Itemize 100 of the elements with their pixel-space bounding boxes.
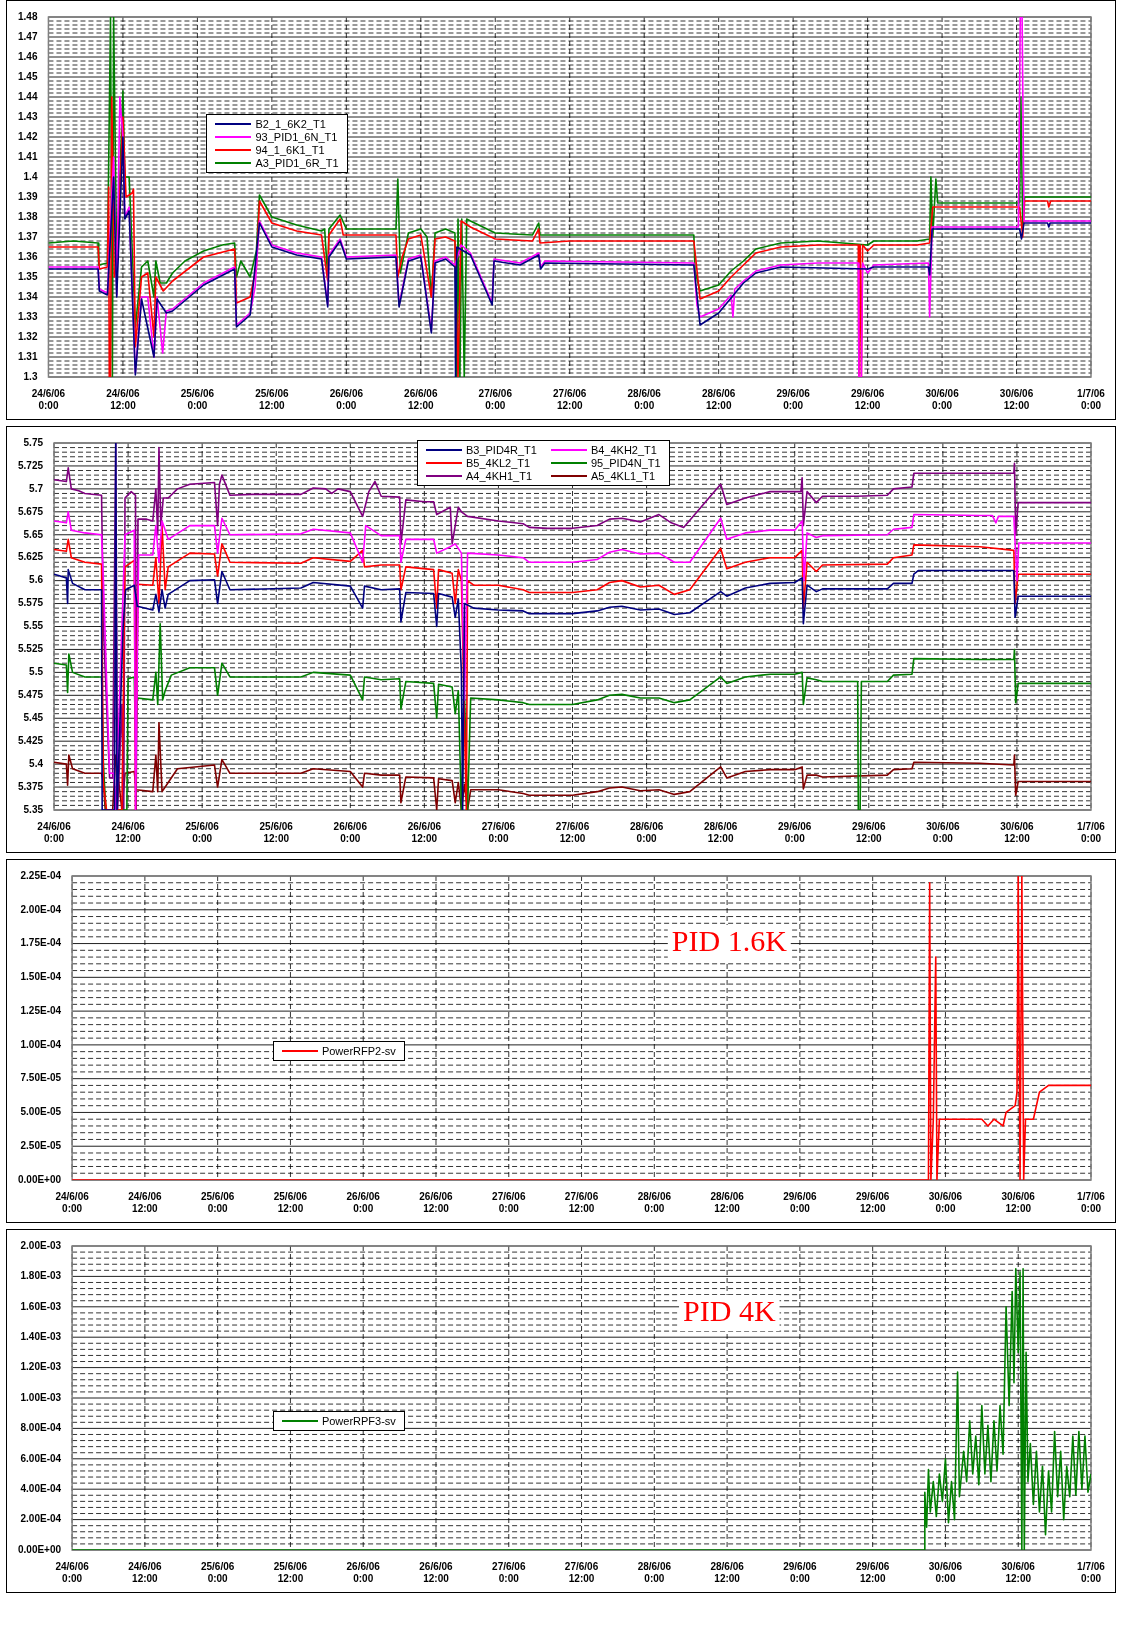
x-tick-label: 29/6/06 12:00 xyxy=(850,387,885,411)
y-tick-label: 1.44 xyxy=(17,90,38,102)
legend-label: A5_4KL1_T1 xyxy=(590,469,656,482)
y-tick-label: 1.25E-04 xyxy=(20,1004,62,1016)
x-tick-label: 27/6/06 0:00 xyxy=(492,1190,526,1214)
x-tick-label: 29/6/06 0:00 xyxy=(783,1190,817,1214)
y-tick-label: 1.3 xyxy=(23,370,38,382)
x-tick-label: 30/6/06 0:00 xyxy=(928,1190,963,1214)
y-tick-label: 5.7 xyxy=(29,482,44,494)
y-tick-label: 4.00E-04 xyxy=(20,1482,62,1494)
y-tick-label: 5.75 xyxy=(23,436,44,448)
x-tick-label: 1/7/06 0:00 xyxy=(1077,820,1106,844)
y-tick-label: 1.36 xyxy=(17,250,38,262)
x-tick-label: 25/6/06 0:00 xyxy=(200,1190,235,1214)
legend-label: B4_4KH2_T1 xyxy=(590,443,657,456)
x-tick-label: 25/6/06 0:00 xyxy=(185,820,220,844)
y-tick-label: 1.45 xyxy=(17,70,38,82)
x-tick-label: 26/6/06 12:00 xyxy=(407,820,442,844)
y-tick-label: 1.34 xyxy=(17,290,38,302)
y-tick-label: 5.55 xyxy=(23,620,44,632)
x-tick-label: 30/6/06 12:00 xyxy=(1000,820,1035,844)
y-tick-label: 5.35 xyxy=(23,803,44,815)
y-tick-label: 1.48 xyxy=(17,10,38,22)
y-tick-label: 1.47 xyxy=(17,30,38,42)
x-tick-label: 27/6/06 0:00 xyxy=(481,820,516,844)
y-tick-label: 1.43 xyxy=(17,110,38,122)
y-tick-label: 0.00E+00 xyxy=(17,1543,62,1555)
x-tick-label: 29/6/06 0:00 xyxy=(778,820,812,844)
y-tick-label: 5.475 xyxy=(17,689,44,701)
y-tick-label: 1.40E-03 xyxy=(20,1330,62,1342)
x-tick-label: 28/6/06 12:00 xyxy=(701,387,736,411)
legend-label: PowerRPF3-sv xyxy=(321,1415,396,1427)
x-tick-label: 27/6/06 0:00 xyxy=(478,387,513,411)
y-tick-label: 1.00E-03 xyxy=(20,1391,62,1403)
x-tick-label: 28/6/06 0:00 xyxy=(637,1190,672,1214)
x-tick-label: 26/6/06 0:00 xyxy=(329,387,364,411)
x-tick-label: 24/6/06 12:00 xyxy=(106,387,141,411)
legend-label: A3_PID1_6R_T1 xyxy=(255,156,339,169)
x-tick-label: 24/6/06 12:00 xyxy=(128,1560,162,1584)
x-tick-label: 24/6/06 0:00 xyxy=(55,1190,90,1214)
x-tick-label: 27/6/06 12:00 xyxy=(564,1190,599,1214)
x-tick-label: 24/6/06 0:00 xyxy=(55,1560,90,1584)
y-tick-label: 1.38 xyxy=(17,210,38,222)
legend-label: 93_PID1_6N_T1 xyxy=(255,130,338,143)
x-tick-label: 28/6/06 0:00 xyxy=(627,387,662,411)
y-tick-label: 1.32 xyxy=(17,330,38,342)
y-tick-label: 5.45 xyxy=(23,712,44,723)
legend-label: A4_4KH1_T1 xyxy=(465,469,532,482)
y-tick-label: 1.33 xyxy=(17,310,38,322)
y-tick-label: 2.00E-04 xyxy=(20,903,62,915)
legend-label: B3_PID4R_T1 xyxy=(465,443,537,456)
x-tick-label: 25/6/06 0:00 xyxy=(180,387,215,411)
x-tick-label: 30/6/06 0:00 xyxy=(925,387,960,411)
y-tick-label: 1.37 xyxy=(17,230,38,242)
x-tick-label: 25/6/06 12:00 xyxy=(255,387,289,411)
x-tick-label: 24/6/06 0:00 xyxy=(37,820,72,844)
legend-label: 95_PID4N_T1 xyxy=(590,456,661,469)
x-tick-label: 1/7/06 0:00 xyxy=(1077,1190,1106,1214)
y-tick-label: 1.00E-04 xyxy=(20,1038,62,1050)
x-tick-label: 27/6/06 12:00 xyxy=(555,820,590,844)
y-tick-label: 1.31 xyxy=(17,350,38,362)
x-tick-label: 28/6/06 12:00 xyxy=(710,1190,745,1214)
y-tick-label: 1.60E-03 xyxy=(20,1300,62,1312)
x-tick-label: 25/6/06 12:00 xyxy=(273,1560,308,1584)
y-tick-label: 1.41 xyxy=(17,150,38,162)
y-tick-label: 2.50E-05 xyxy=(20,1139,62,1151)
x-tick-label: 26/6/06 0:00 xyxy=(333,820,368,844)
x-tick-label: 26/6/06 0:00 xyxy=(346,1190,381,1214)
x-tick-label: 30/6/06 0:00 xyxy=(928,1560,963,1584)
x-tick-label: 25/6/06 0:00 xyxy=(200,1560,235,1584)
x-tick-label: 26/6/06 12:00 xyxy=(419,1560,454,1584)
x-tick-label: 29/6/06 12:00 xyxy=(855,1560,890,1584)
y-tick-label: 1.46 xyxy=(17,50,38,62)
x-tick-label: 25/6/06 12:00 xyxy=(273,1190,308,1214)
y-tick-label: 1.50E-04 xyxy=(20,971,62,983)
annotation: PID 4K xyxy=(683,1293,776,1327)
y-tick-label: 5.65 xyxy=(23,528,44,540)
y-tick-label: 1.39 xyxy=(17,190,38,202)
y-tick-label: 5.00E-05 xyxy=(20,1106,62,1118)
y-tick-label: 1.75E-04 xyxy=(20,937,62,949)
x-tick-label: 26/6/06 12:00 xyxy=(419,1190,454,1214)
y-tick-label: 2.00E-03 xyxy=(20,1239,62,1251)
x-tick-label: 28/6/06 12:00 xyxy=(703,820,738,844)
y-tick-label: 1.20E-03 xyxy=(20,1361,62,1373)
y-tick-label: 5.675 xyxy=(17,505,44,517)
x-tick-label: 29/6/06 0:00 xyxy=(783,1560,817,1584)
y-tick-label: 1.80E-03 xyxy=(20,1270,62,1282)
y-tick-label: 5.625 xyxy=(17,551,44,563)
y-tick-label: 5.575 xyxy=(17,597,44,609)
x-tick-label: 28/6/06 0:00 xyxy=(629,820,664,844)
annotation: PID 1.6K xyxy=(671,923,788,957)
x-tick-label: 30/6/06 0:00 xyxy=(926,820,960,844)
y-tick-label: 5.6 xyxy=(29,574,44,586)
y-tick-label: 5.5 xyxy=(29,666,44,678)
legend-label: 94_1_6K1_T1 xyxy=(255,143,325,156)
x-tick-label: 24/6/06 12:00 xyxy=(111,820,146,844)
x-tick-label: 27/6/06 12:00 xyxy=(564,1560,599,1584)
y-tick-label: 5.375 xyxy=(17,780,44,792)
x-tick-label: 24/6/06 12:00 xyxy=(128,1190,162,1214)
y-tick-label: 5.4 xyxy=(29,757,44,769)
